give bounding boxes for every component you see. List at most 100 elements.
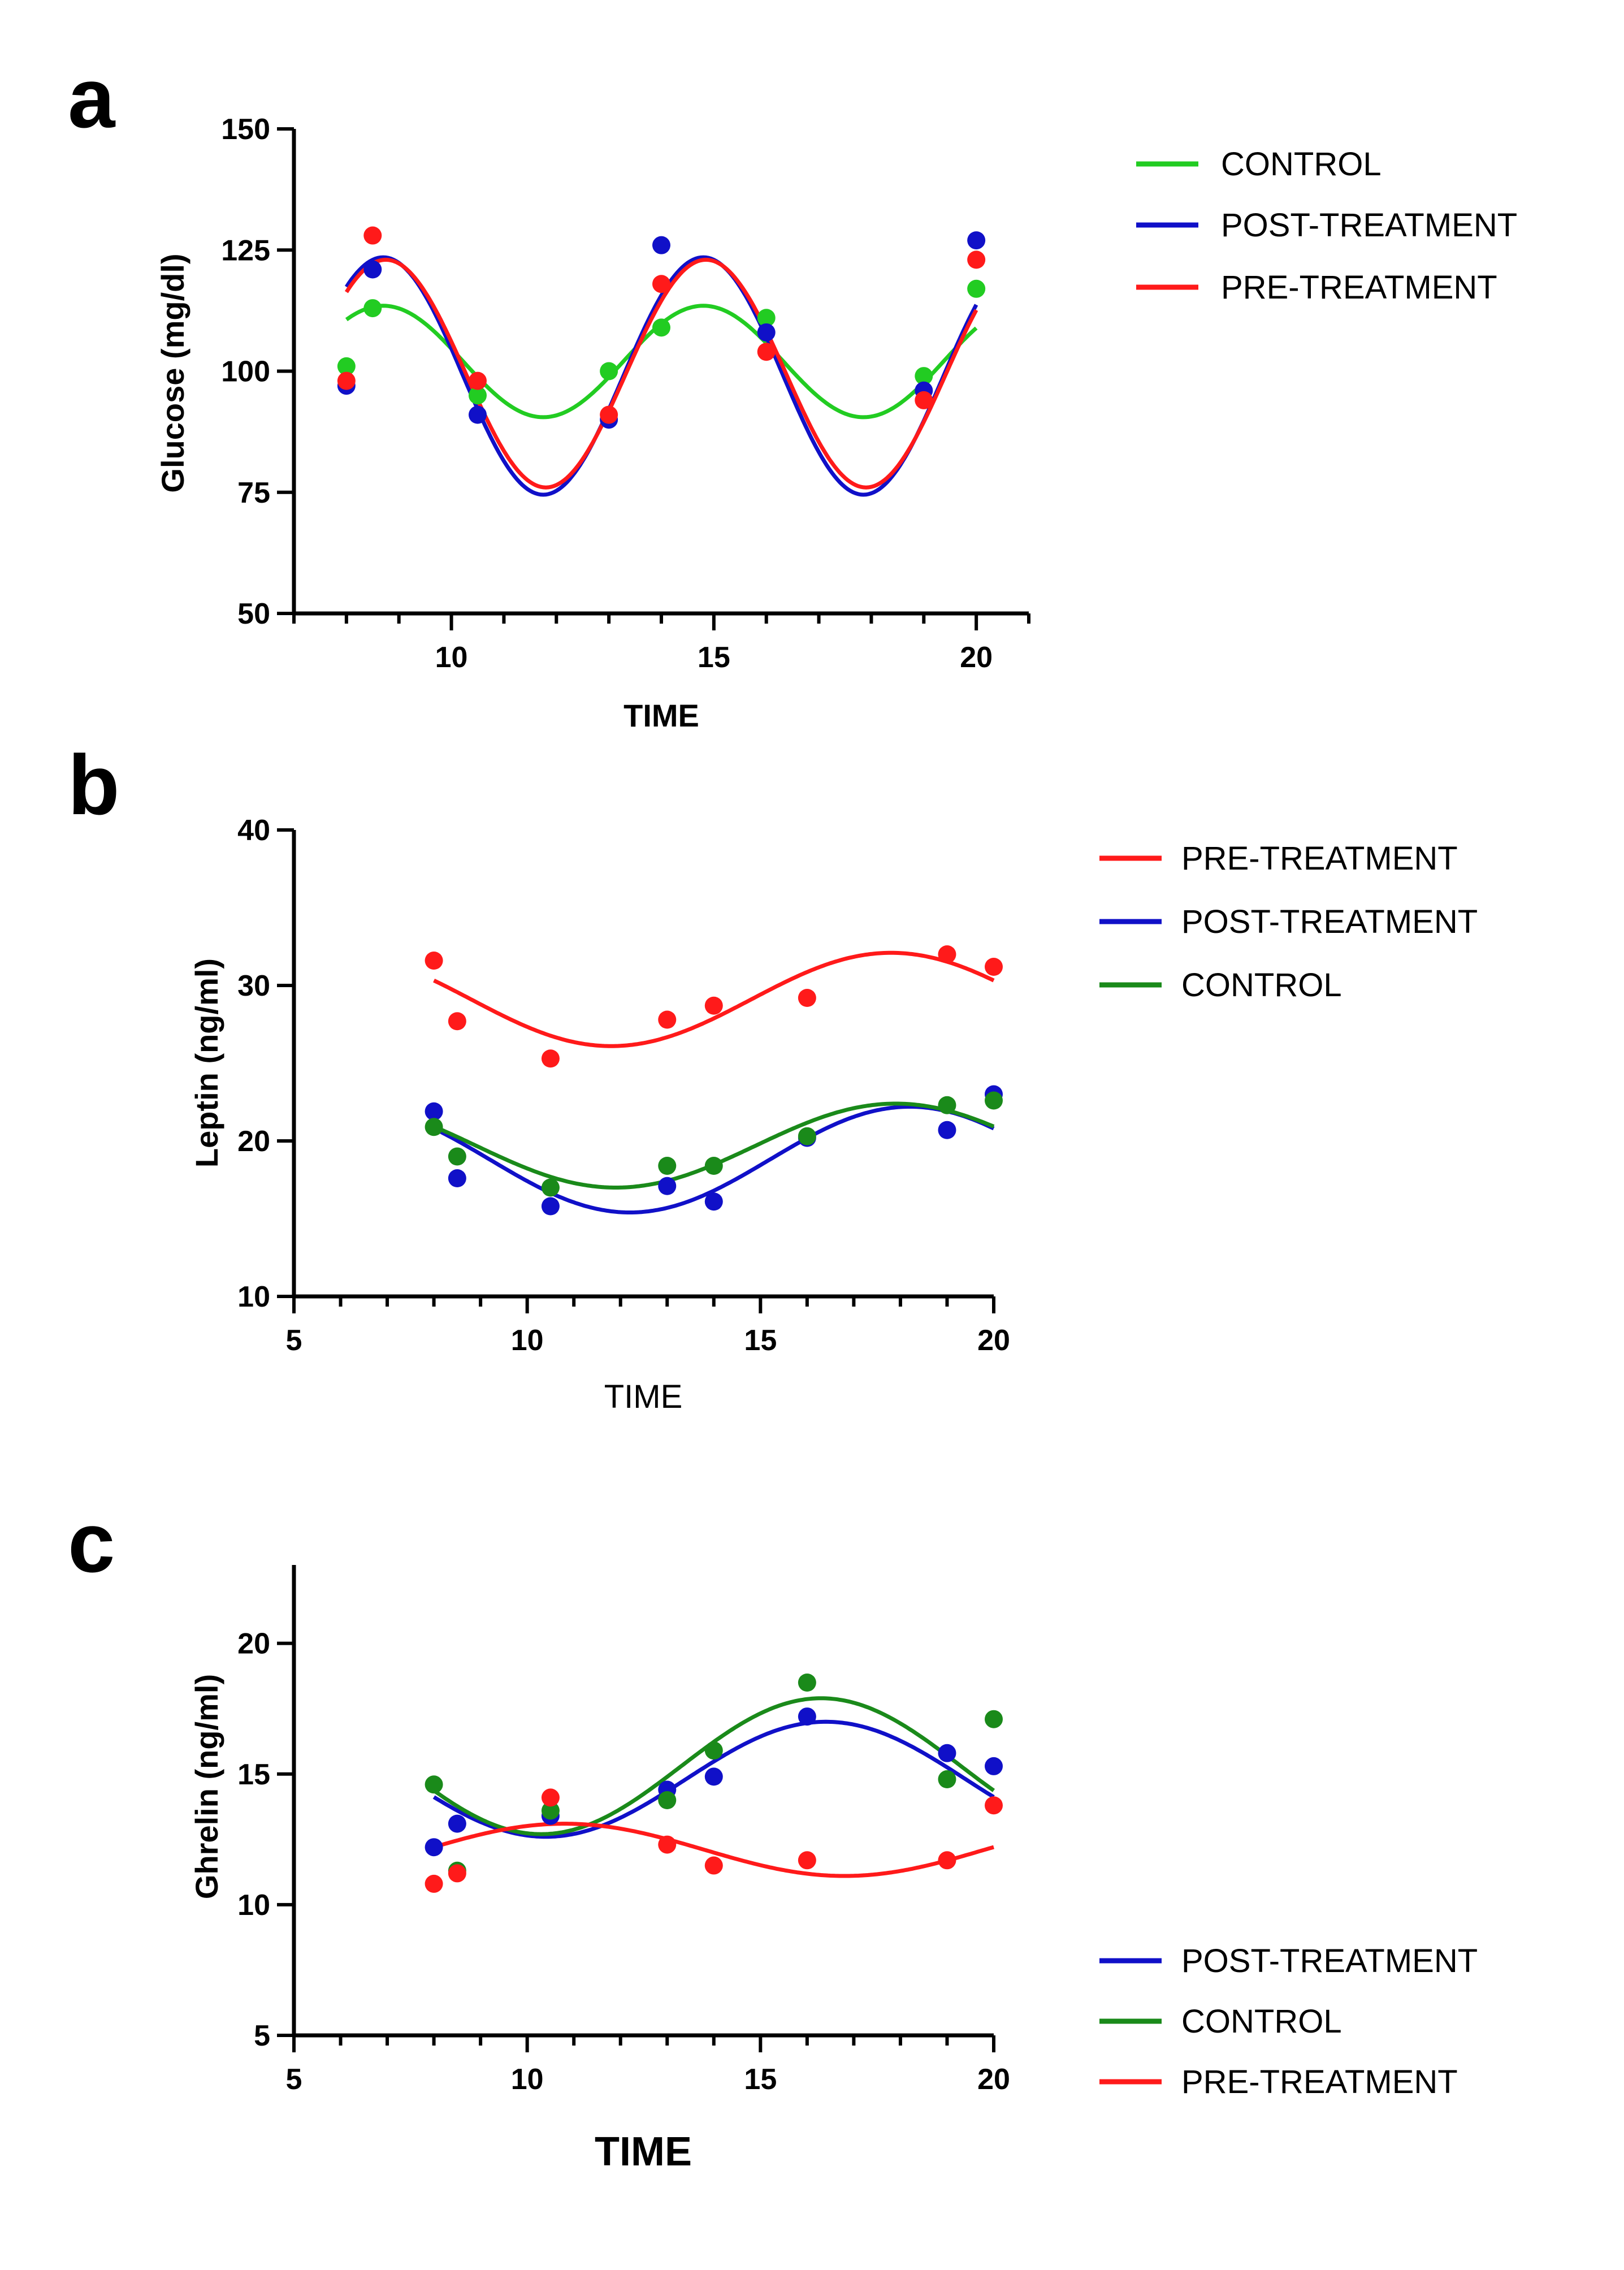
data-point-pre-treatment xyxy=(448,1012,466,1031)
legend-item: PRE-TREATMENT xyxy=(1099,840,1458,877)
x-tick-label: 20 xyxy=(977,2063,1010,2096)
data-point-control xyxy=(938,1096,956,1114)
y-tick-label: 20 xyxy=(237,1125,270,1158)
data-point-pre-treatment xyxy=(658,1835,677,1854)
data-point-control xyxy=(967,279,986,298)
x-axis-title: TIME xyxy=(623,698,699,733)
y-tick-label: 75 xyxy=(237,477,270,509)
panel-letter-b: b xyxy=(68,737,120,832)
x-tick-label: 10 xyxy=(511,1324,544,1357)
legend-label: POST-TREATMENT xyxy=(1181,903,1478,940)
data-point-pre-treatment xyxy=(915,391,933,409)
legend: PRE-TREATMENT POST-TREATMENT CONTROL xyxy=(1099,840,1478,1004)
legend-label: PRE-TREATMENT xyxy=(1181,2064,1458,2100)
data-point-pre-treatment xyxy=(448,1864,466,1883)
legend-item: POST-TREATMENT xyxy=(1099,1943,1478,1979)
data-point-post-treatment xyxy=(652,236,670,254)
fit-curve-post-treatment xyxy=(344,255,978,497)
x-tick-label: 20 xyxy=(960,641,993,674)
data-point-post-treatment xyxy=(658,1177,677,1195)
legend-item: PRE-TREATMENT xyxy=(1099,2064,1458,2100)
data-point-post-treatment xyxy=(967,231,986,250)
y-tick-label: 10 xyxy=(237,1889,270,1922)
data-point-pre-treatment xyxy=(938,945,956,963)
data-point-post-treatment xyxy=(798,1707,816,1726)
y-tick-label: 40 xyxy=(237,814,270,847)
data-point-control xyxy=(798,1674,816,1692)
panel-letter-c: c xyxy=(68,1495,115,1590)
data-point-pre-treatment xyxy=(600,405,618,424)
data-point-control xyxy=(363,299,382,318)
legend-label: CONTROL xyxy=(1181,2003,1342,2040)
data-point-control xyxy=(541,1178,560,1197)
panel-letter-a: a xyxy=(68,50,116,145)
data-point-pre-treatment xyxy=(967,250,986,269)
data-point-control xyxy=(798,1127,816,1145)
legend-label: CONTROL xyxy=(1221,146,1382,183)
y-axis-title: Glucose (mg/dl) xyxy=(155,253,190,492)
data-point-pre-treatment xyxy=(658,1010,677,1029)
x-axis-title: TIME xyxy=(604,1378,683,1415)
data-point-control xyxy=(337,357,356,375)
data-point-post-treatment xyxy=(425,1838,443,1857)
data-point-pre-treatment xyxy=(798,1851,816,1870)
data-point-pre-treatment xyxy=(938,1851,956,1870)
data-point-control xyxy=(985,1091,1003,1110)
data-point-pre-treatment xyxy=(798,989,816,1007)
legend-label: PRE-TREATMENT xyxy=(1181,840,1458,877)
data-point-control xyxy=(658,1791,677,1809)
data-point-control xyxy=(652,318,670,337)
x-tick-label: 10 xyxy=(511,2063,544,2096)
panel-a-glucose-chart: a 50 75 100 125 150 10 15 20 Glucose (mg/dl) T… xyxy=(68,50,1517,733)
fit-curve-pre-treatment xyxy=(433,950,995,1048)
y-tick-label: 30 xyxy=(237,970,270,1002)
x-tick-label: 5 xyxy=(286,2063,302,2096)
data-point-post-treatment xyxy=(704,1767,723,1786)
data-point-control xyxy=(541,1801,560,1820)
data-point-control xyxy=(448,1147,466,1166)
y-tick-label: 10 xyxy=(237,1281,270,1313)
data-point-post-treatment xyxy=(448,1169,466,1187)
y-axis-title: Ghrelin (ng/ml) xyxy=(189,1674,224,1899)
data-point-control xyxy=(425,1775,443,1794)
data-point-post-treatment xyxy=(704,1192,723,1211)
data-point-control xyxy=(915,367,933,386)
x-tick-label: 20 xyxy=(977,1324,1010,1357)
data-point-post-treatment xyxy=(541,1197,560,1216)
data-point-pre-treatment xyxy=(541,1788,560,1807)
legend: CONTROL POST-TREATMENT PRE-TREATMENT xyxy=(1136,146,1517,306)
fit-curve-post-treatment xyxy=(432,1719,995,1839)
legend-label: PRE-TREATMENT xyxy=(1221,269,1497,306)
data-point-control xyxy=(600,362,618,381)
legend-item: POST-TREATMENT xyxy=(1099,903,1478,940)
data-point-post-treatment xyxy=(757,323,776,341)
data-point-pre-treatment xyxy=(541,1049,560,1068)
y-tick-label: 15 xyxy=(237,1758,270,1791)
x-axis-title: TIME xyxy=(595,2129,692,2174)
x-tick-label: 15 xyxy=(698,641,730,674)
legend-item: PRE-TREATMENT xyxy=(1136,269,1497,306)
data-point-control xyxy=(425,1118,443,1136)
fit-curve-pre-treatment xyxy=(344,257,978,490)
x-tick-label: 5 xyxy=(286,1324,302,1357)
panel-b-leptin-chart: b 10 20 30 40 5 10 15 20 Leptin (ng/ml) TIME P… xyxy=(68,737,1478,1415)
data-point-control xyxy=(757,309,776,327)
data-point-control xyxy=(704,1741,723,1760)
y-tick-label: 125 xyxy=(221,234,270,267)
legend-item: CONTROL xyxy=(1136,146,1382,183)
data-point-pre-treatment xyxy=(337,371,356,390)
data-point-pre-treatment xyxy=(985,958,1003,976)
data-point-post-treatment xyxy=(985,1757,1003,1775)
data-point-control xyxy=(469,386,487,405)
y-tick-label: 50 xyxy=(237,598,270,630)
data-point-pre-treatment xyxy=(704,1856,723,1875)
data-point-control xyxy=(938,1770,956,1789)
legend-item: CONTROL xyxy=(1099,2003,1342,2040)
x-tick-label: 15 xyxy=(744,1324,777,1357)
y-tick-label: 20 xyxy=(237,1628,270,1661)
x-tick-label: 15 xyxy=(744,2063,777,2096)
data-point-pre-treatment xyxy=(425,952,443,970)
legend: POST-TREATMENT CONTROL PRE-TREATMENT xyxy=(1099,1943,1478,2100)
data-point-post-treatment xyxy=(448,1814,466,1833)
data-point-post-treatment xyxy=(363,260,382,279)
